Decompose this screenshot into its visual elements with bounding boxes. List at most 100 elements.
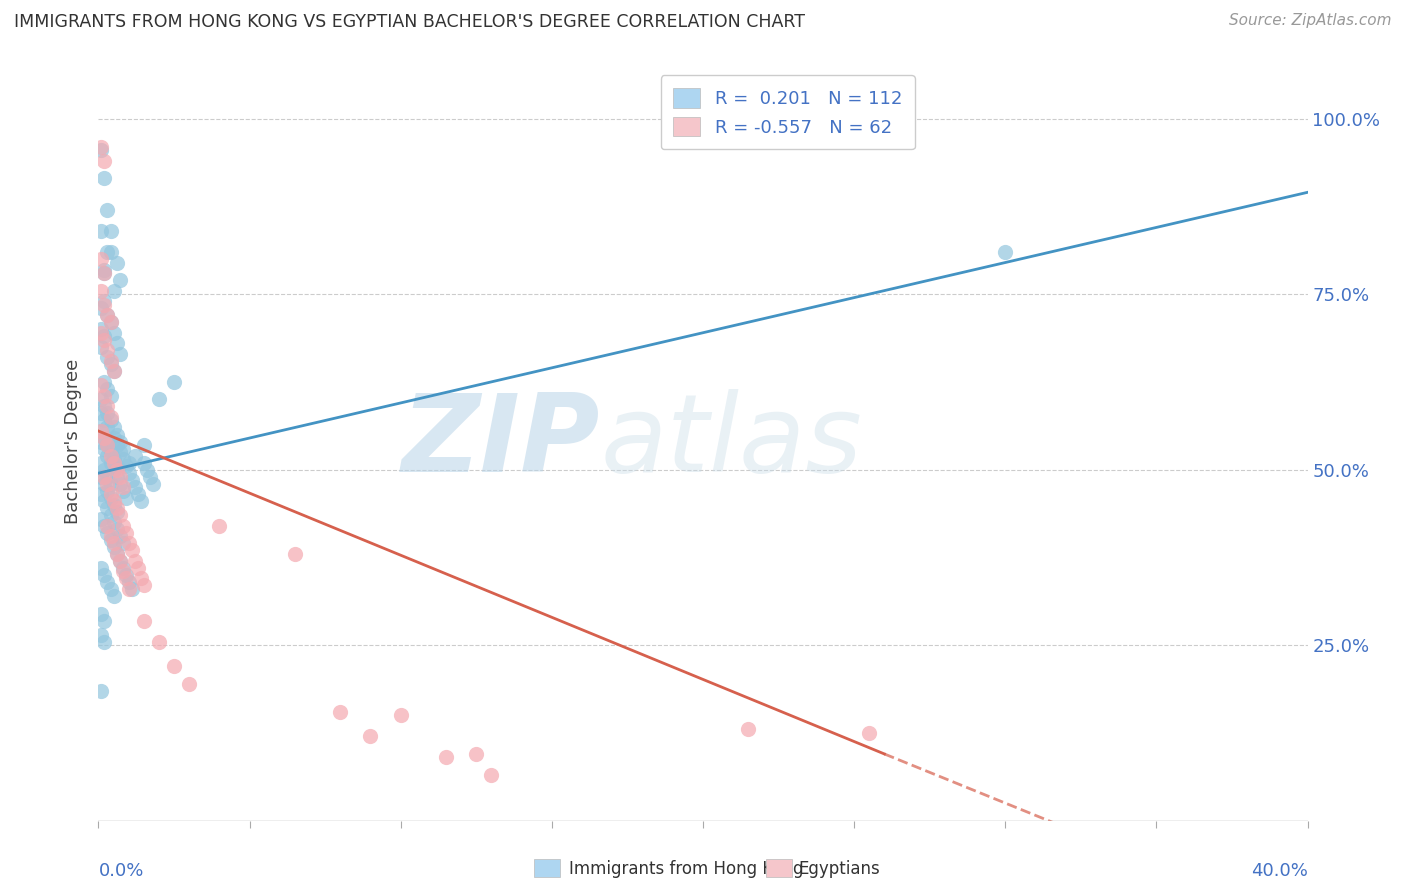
- Point: [93, 476, 115, 491]
- Point: [93, 518, 115, 533]
- Point: [129, 494, 152, 508]
- Point: [90, 392, 112, 407]
- Point: [105, 547, 128, 561]
- Point: [93, 329, 115, 343]
- Point: [100, 529, 122, 543]
- Point: [90, 301, 112, 315]
- Point: [96, 483, 118, 498]
- Point: [93, 413, 115, 427]
- Point: [103, 516, 125, 530]
- Point: [103, 431, 125, 445]
- Point: [994, 244, 1017, 259]
- Point: [100, 445, 122, 459]
- Point: [90, 487, 112, 501]
- Point: [96, 501, 118, 516]
- Point: [105, 255, 128, 269]
- Point: [108, 434, 131, 449]
- Point: [481, 768, 503, 782]
- Point: [93, 431, 115, 445]
- Point: [96, 351, 118, 365]
- Point: [105, 547, 128, 561]
- Point: [103, 494, 125, 508]
- Point: [90, 469, 112, 483]
- Point: [114, 568, 136, 582]
- Point: [100, 353, 122, 368]
- Point: [108, 554, 131, 568]
- Point: [96, 400, 118, 414]
- Point: [96, 469, 118, 483]
- Point: [96, 438, 118, 452]
- Point: [434, 750, 457, 764]
- Point: [96, 407, 118, 421]
- Point: [108, 476, 131, 491]
- Point: [93, 400, 115, 414]
- Point: [132, 578, 155, 592]
- Point: [93, 266, 115, 280]
- Point: [90, 407, 112, 421]
- Point: [163, 375, 186, 389]
- Point: [111, 561, 134, 575]
- Point: [103, 420, 125, 434]
- Point: [96, 476, 118, 491]
- Point: [90, 424, 112, 438]
- Point: [108, 469, 131, 483]
- Point: [105, 336, 128, 351]
- Point: [103, 364, 125, 378]
- Point: [118, 582, 141, 596]
- Text: atlas: atlas: [600, 389, 862, 494]
- Point: [139, 469, 162, 483]
- Point: [118, 466, 141, 480]
- Point: [90, 434, 112, 449]
- Point: [96, 202, 118, 217]
- Point: [103, 452, 125, 467]
- Point: [100, 315, 122, 329]
- Text: 40.0%: 40.0%: [1251, 863, 1308, 880]
- Point: [127, 487, 149, 501]
- Point: [100, 357, 122, 371]
- Point: [129, 571, 152, 585]
- Point: [90, 322, 112, 336]
- Point: [124, 449, 146, 463]
- Point: [93, 262, 115, 277]
- Point: [105, 505, 128, 519]
- Point: [90, 340, 112, 354]
- Point: [103, 536, 125, 550]
- Point: [100, 533, 122, 547]
- Point: [93, 568, 115, 582]
- Point: [105, 522, 128, 536]
- Point: [90, 512, 112, 526]
- Point: [100, 508, 122, 523]
- Point: [100, 487, 122, 501]
- Point: [93, 469, 115, 483]
- Point: [93, 389, 115, 403]
- Point: [114, 525, 136, 540]
- Point: [100, 409, 122, 424]
- Point: [329, 705, 352, 719]
- Point: [858, 726, 880, 740]
- Point: [93, 614, 115, 628]
- Point: [105, 462, 128, 476]
- Point: [96, 525, 118, 540]
- Point: [148, 392, 170, 407]
- Point: [737, 723, 759, 737]
- Point: [114, 491, 136, 505]
- Point: [90, 143, 112, 157]
- Point: [179, 677, 201, 691]
- Point: [108, 445, 131, 459]
- Point: [96, 308, 118, 322]
- Text: Egyptians: Egyptians: [799, 860, 880, 878]
- Point: [93, 294, 115, 309]
- Point: [96, 308, 118, 322]
- Text: IMMIGRANTS FROM HONG KONG VS EGYPTIAN BACHELOR'S DEGREE CORRELATION CHART: IMMIGRANTS FROM HONG KONG VS EGYPTIAN BA…: [14, 13, 806, 31]
- Point: [108, 529, 131, 543]
- Point: [118, 456, 141, 470]
- Point: [96, 449, 118, 463]
- Point: [111, 452, 134, 467]
- Point: [100, 224, 122, 238]
- Point: [465, 747, 488, 761]
- Text: Immigrants from Hong Kong: Immigrants from Hong Kong: [569, 860, 804, 878]
- Point: [105, 469, 128, 483]
- Point: [124, 554, 146, 568]
- Point: [103, 589, 125, 603]
- Point: [108, 273, 131, 287]
